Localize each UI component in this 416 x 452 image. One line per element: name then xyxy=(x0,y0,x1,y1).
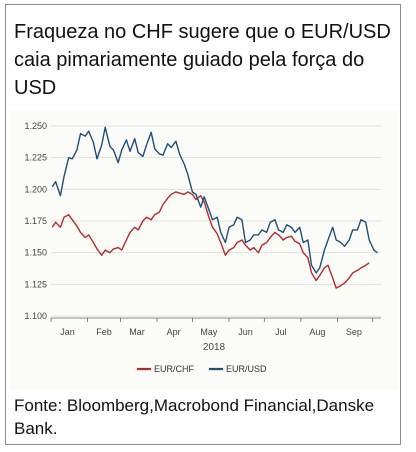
x-tick-label: Jul xyxy=(275,327,287,337)
y-tick-label: 1.150 xyxy=(24,248,47,258)
x-tick-label: Apr xyxy=(167,327,181,337)
x-tick-label: Mar xyxy=(129,327,145,337)
source-footnote: Fonte: Bloomberg,Macrobond Financial,Dan… xyxy=(14,396,375,438)
y-tick-label: 1.200 xyxy=(24,184,47,194)
series-line-eur-usd xyxy=(51,126,378,274)
x-axis: Jan Feb Mar Apr May Jun Jul Aug Sep xyxy=(50,317,381,337)
grid-lines xyxy=(51,125,381,317)
x-tick-label: Feb xyxy=(96,327,112,337)
series-lines xyxy=(51,126,378,289)
y-axis: 1.250 1.225 1.200 1.175 1.150 1.125 1.100 xyxy=(24,121,47,321)
legend: EUR/CHF EUR/USD xyxy=(137,364,267,374)
x-tick-label: May xyxy=(200,327,218,337)
x-tick-label: Jun xyxy=(238,327,253,337)
legend-label: EUR/CHF xyxy=(154,364,195,374)
x-tick-label: Jan xyxy=(60,327,75,337)
y-tick-label: 1.125 xyxy=(24,279,47,289)
legend-label: EUR/USD xyxy=(226,364,267,374)
y-tick-label: 1.250 xyxy=(24,121,47,131)
chart-area: 1.250 1.225 1.200 1.175 1.150 1.125 1.100 Jan F… xyxy=(9,110,399,390)
y-tick-label: 1.175 xyxy=(24,216,47,226)
x-tick-label: Aug xyxy=(309,327,325,337)
x-tick-label: Sep xyxy=(346,327,362,337)
line-chart: 1.250 1.225 1.200 1.175 1.150 1.125 1.100 Jan F… xyxy=(24,121,381,374)
chart-title: Fraqueza no CHF sugere que o EUR/USD cai… xyxy=(14,21,391,99)
y-tick-label: 1.225 xyxy=(24,153,47,163)
y-tick-label: 1.100 xyxy=(24,311,47,321)
x-axis-label: 2018 xyxy=(203,342,226,353)
series-line-eur-chf xyxy=(51,191,370,289)
